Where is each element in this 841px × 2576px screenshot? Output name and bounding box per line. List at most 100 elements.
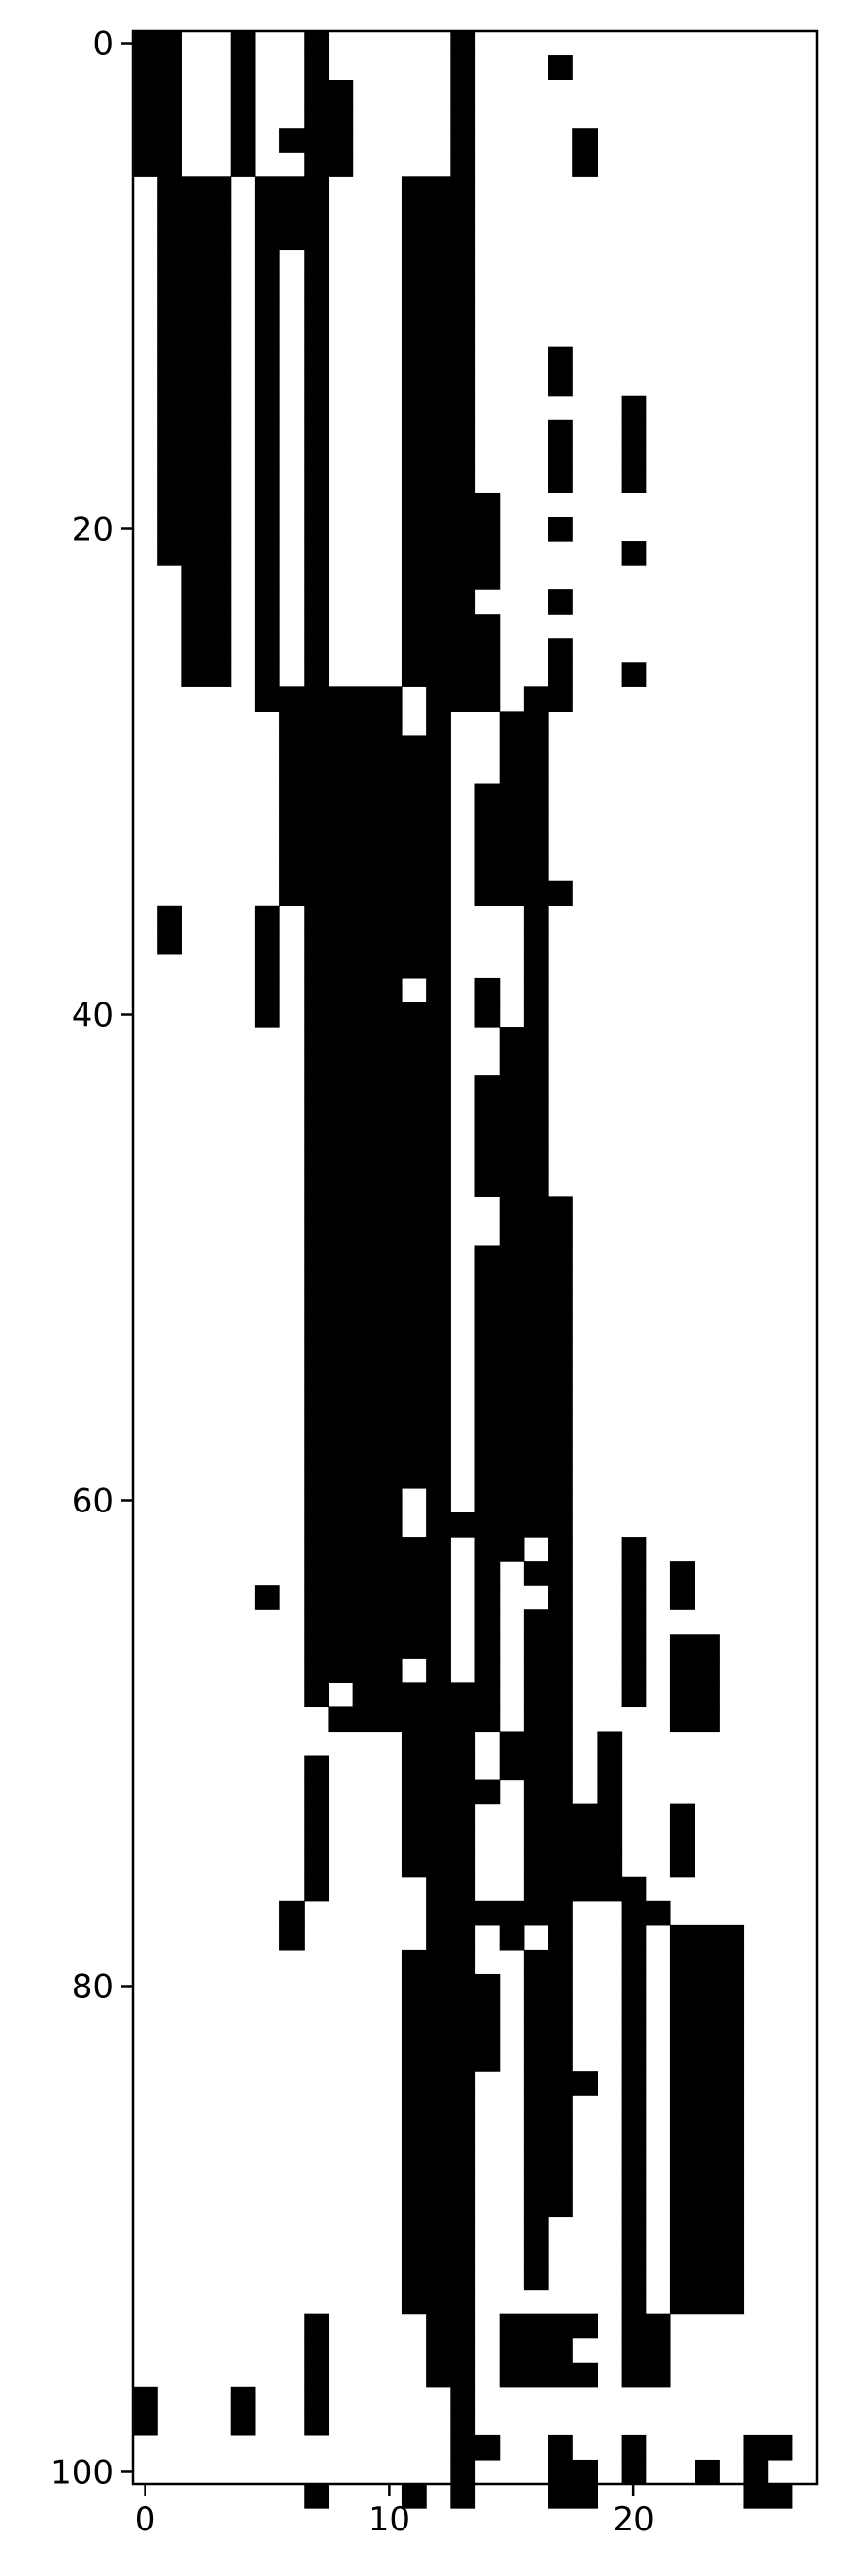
heatmap-cell-run: [450, 152, 476, 177]
heatmap-cell-run: [304, 1075, 451, 1100]
heatmap-cell-run: [254, 419, 280, 445]
heatmap-cell-run: [523, 905, 549, 931]
heatmap-cell-run: [254, 662, 280, 687]
heatmap-cell-run: [304, 80, 354, 105]
heatmap-cell-run: [304, 2337, 330, 2364]
heatmap-cell-run: [669, 1803, 695, 1829]
heatmap-cell-run: [304, 516, 330, 542]
heatmap-cell-run: [499, 711, 549, 737]
heatmap-cell-run: [401, 2095, 476, 2120]
heatmap-cell-run: [426, 2362, 476, 2388]
heatmap-cell-run: [304, 104, 354, 129]
heatmap-cell-run: [304, 1172, 451, 1197]
heatmap-cell-run: [279, 832, 451, 858]
heatmap-cell-run: [621, 2434, 647, 2461]
heatmap-cell-run: [279, 1924, 305, 1951]
heatmap-cell-run: [474, 783, 549, 810]
heatmap-cell-run: [254, 977, 280, 1003]
heatmap-cell-run: [474, 1318, 573, 1344]
heatmap-cell-run: [523, 953, 549, 979]
heatmap-cell-run: [304, 1828, 330, 1854]
heatmap-cell-run: [230, 104, 256, 129]
heatmap-cell-run: [401, 1803, 476, 1829]
heatmap-cell-run: [621, 2362, 671, 2388]
heatmap-cell-run: [474, 1658, 501, 1683]
heatmap-cell-run: [669, 1924, 745, 1951]
heatmap-cell-run: [401, 2144, 476, 2169]
heatmap-cell-run: [157, 929, 182, 955]
heatmap-cell-run: [304, 419, 330, 445]
heatmap-cell-run: [254, 1002, 280, 1028]
heatmap-cell-run: [304, 346, 330, 372]
heatmap-cell-run: [499, 1027, 549, 1052]
heatmap-cell-run: [474, 856, 549, 882]
heatmap-cell-run: [523, 2119, 573, 2145]
heatmap-cell-run: [523, 2192, 573, 2218]
heatmap-cell-run: [254, 541, 280, 566]
heatmap-cell-run: [133, 104, 182, 129]
heatmap-cell-run: [669, 2095, 745, 2120]
heatmap-cell-run: [523, 1609, 573, 1635]
heatmap-cell-run: [474, 1124, 549, 1149]
heatmap-cell-run: [304, 2313, 330, 2339]
heatmap-cell-run: [523, 1998, 573, 2023]
heatmap-cell-run: [474, 1463, 573, 1489]
heatmap-cell-run: [621, 2313, 671, 2339]
heatmap-cell-run: [523, 2241, 549, 2267]
heatmap-cell-run: [304, 1658, 403, 1683]
heatmap-cell-run: [621, 2459, 647, 2485]
heatmap-cell-run: [499, 1196, 573, 1223]
heatmap-cell-run: [426, 1876, 476, 1902]
heatmap-cell-run: [133, 2410, 158, 2436]
heatmap-cell-run: [523, 2047, 573, 2072]
heatmap-cell-run: [548, 346, 573, 372]
heatmap-cell-run: [401, 201, 476, 226]
heatmap-cell-run: [401, 298, 476, 324]
heatmap-cell-run: [669, 1973, 745, 1999]
heatmap-cell-run: [304, 467, 330, 493]
heatmap-cell-run: [474, 1585, 501, 1610]
heatmap-cell-run: [401, 2119, 476, 2145]
heatmap-cell-run: [279, 856, 451, 882]
heatmap-cell-run: [279, 128, 354, 153]
heatmap-cell-run: [474, 1609, 501, 1635]
heatmap-cell-run: [621, 1924, 647, 1951]
heatmap-cell-run: [401, 176, 476, 202]
heatmap-cell-run: [474, 1390, 573, 1416]
heatmap-cell-run: [279, 880, 451, 906]
heatmap-cell-run: [304, 905, 451, 931]
y-tick-label: 20: [72, 511, 113, 550]
heatmap-cell-run: [523, 2071, 598, 2096]
heatmap-cell-run: [426, 1924, 476, 1951]
heatmap-cell-run: [743, 2434, 793, 2461]
heatmap-cell-run: [523, 1852, 623, 1878]
heatmap-cell-run: [304, 1779, 330, 1805]
heatmap-cell-run: [597, 1803, 623, 1829]
heatmap-cell-run: [474, 1342, 573, 1368]
heatmap-cell-run: [157, 516, 232, 542]
heatmap-cell-run: [254, 298, 280, 324]
heatmap-cell-run: [548, 589, 573, 615]
heatmap-cell-run: [181, 565, 232, 590]
heatmap-cell-run: [621, 1949, 647, 1975]
heatmap-cell-run: [304, 1537, 451, 1562]
heatmap-cell-run: [426, 2313, 476, 2339]
heatmap-cell-run: [523, 929, 549, 955]
heatmap-cell-run: [401, 225, 476, 251]
heatmap-cell-run: [669, 2241, 745, 2267]
heatmap-cell-run: [669, 1828, 695, 1854]
heatmap-cell-run: [304, 1803, 330, 1829]
heatmap-cell-run: [548, 467, 573, 493]
heatmap-cell-run: [304, 638, 330, 663]
heatmap-cell-run: [157, 176, 232, 202]
heatmap-cell-run: [279, 735, 451, 761]
heatmap-cell-run: [499, 1731, 573, 1757]
y-tick-label: 60: [72, 1481, 113, 1520]
heatmap-cell-run: [669, 1682, 720, 1708]
heatmap-cell-run: [621, 2047, 647, 2072]
heatmap-cell-run: [621, 443, 647, 469]
heatmap-cell-run: [254, 201, 330, 226]
heatmap-cell-run: [621, 2192, 647, 2218]
heatmap-cell-run: [426, 1900, 501, 1926]
heatmap-cell-run: [304, 395, 330, 421]
